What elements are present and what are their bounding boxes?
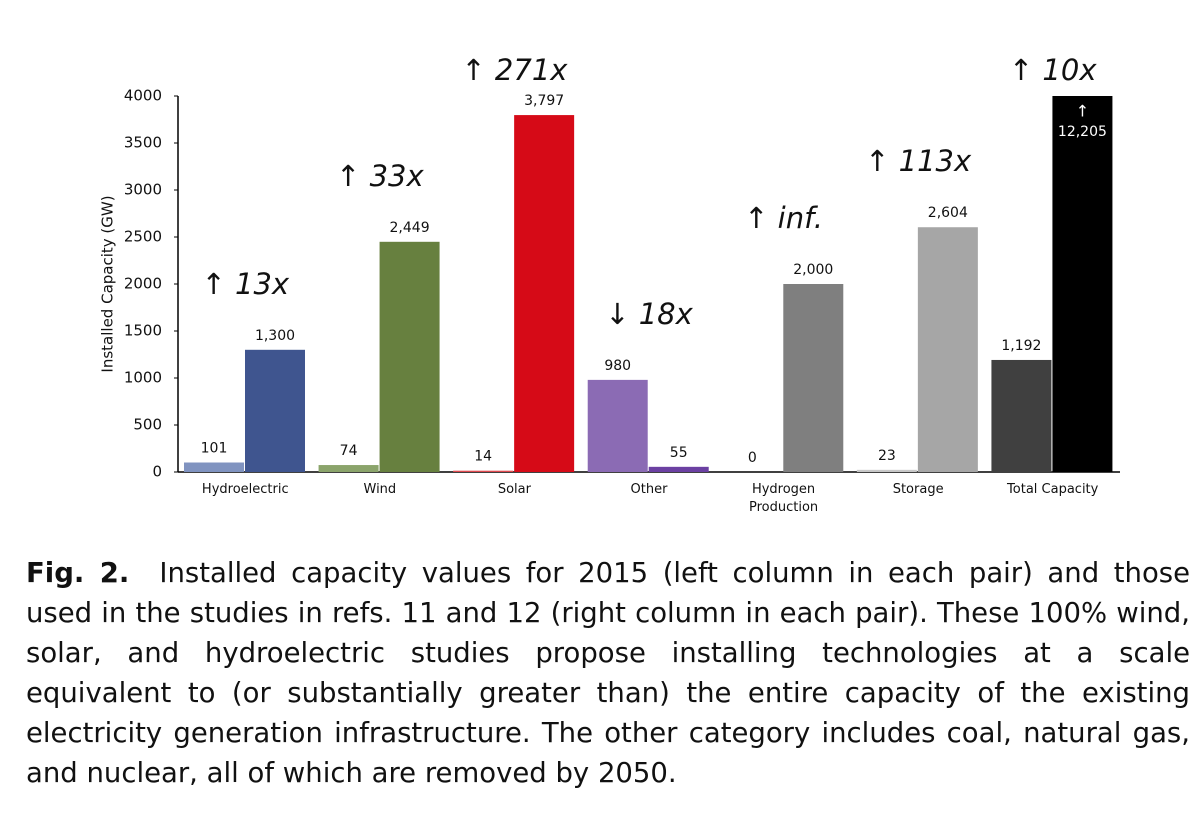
value-label: 2,604	[928, 205, 968, 221]
bar	[917, 227, 978, 472]
x-tick-label: Total Capacity	[1007, 482, 1099, 497]
bar	[856, 469, 917, 472]
annotation: ↓ 18x	[605, 297, 693, 331]
annotation: ↑ 10x	[1009, 53, 1097, 87]
bars	[184, 96, 1113, 472]
y-tick-label: 3000	[124, 181, 162, 199]
bar	[991, 359, 1052, 472]
caption: Fig. 2. Installed capacity values for 201…	[26, 553, 1190, 793]
bar	[587, 379, 648, 472]
bar	[1052, 96, 1113, 472]
bar	[783, 284, 844, 472]
annotation: ↑ inf.	[744, 201, 823, 235]
x-tick-label: Solar	[497, 482, 531, 497]
annotation: ↑ 113x	[865, 144, 972, 178]
x-tick-label: Hydroelectric	[201, 482, 289, 497]
y-axis-label: Installed Capacity (GW)	[99, 195, 117, 372]
value-label: 980	[604, 358, 631, 374]
value-label: 12,205	[1058, 124, 1107, 140]
bar	[318, 465, 379, 472]
overflow-marker: ↑	[1076, 102, 1089, 121]
y-tick-label: 500	[133, 416, 162, 434]
annotation: ↑ 33x	[336, 159, 424, 193]
value-label: 1,192	[1001, 338, 1041, 354]
bar	[245, 349, 305, 472]
bar	[514, 115, 575, 472]
value-label: 3,797	[524, 93, 564, 109]
x-tick-label: Other	[630, 482, 668, 497]
y-tick-label: 4000	[124, 87, 162, 105]
x-tick-label: Storage	[892, 482, 944, 497]
annotation: ↑ 271x	[461, 53, 568, 87]
value-label: 2,449	[390, 220, 430, 236]
value-label: 2,000	[793, 262, 833, 278]
value-label: 23	[878, 448, 896, 464]
value-label: 14	[474, 449, 492, 465]
y-tick-label: 2000	[124, 275, 162, 293]
x-tick-label: Wind	[363, 482, 397, 497]
y-tick-label: 1000	[124, 369, 162, 387]
annotation: ↑ 13x	[201, 267, 289, 301]
bar	[453, 470, 514, 472]
y-tick-label: 1500	[124, 322, 162, 340]
y-tick-label: 0	[152, 463, 162, 481]
y-tick-label: 3500	[124, 134, 162, 152]
chart: Installed Capacity (GW) 0 500 1000 1500 2000…	[99, 53, 1120, 481]
bar	[184, 462, 244, 472]
caption-label: Fig. 2.	[26, 557, 130, 589]
value-label: 0	[748, 450, 757, 466]
value-label: 1,300	[255, 328, 295, 344]
caption-text: Installed capacity values for 2015 (left…	[26, 557, 1191, 789]
bar	[648, 466, 709, 472]
bar	[379, 241, 440, 472]
value-label: 101	[201, 441, 228, 457]
value-label: 55	[670, 445, 688, 461]
x-tick-label: Hydrogen Production	[748, 482, 819, 515]
value-label: 74	[340, 443, 358, 459]
y-tick-label: 2500	[124, 228, 162, 246]
